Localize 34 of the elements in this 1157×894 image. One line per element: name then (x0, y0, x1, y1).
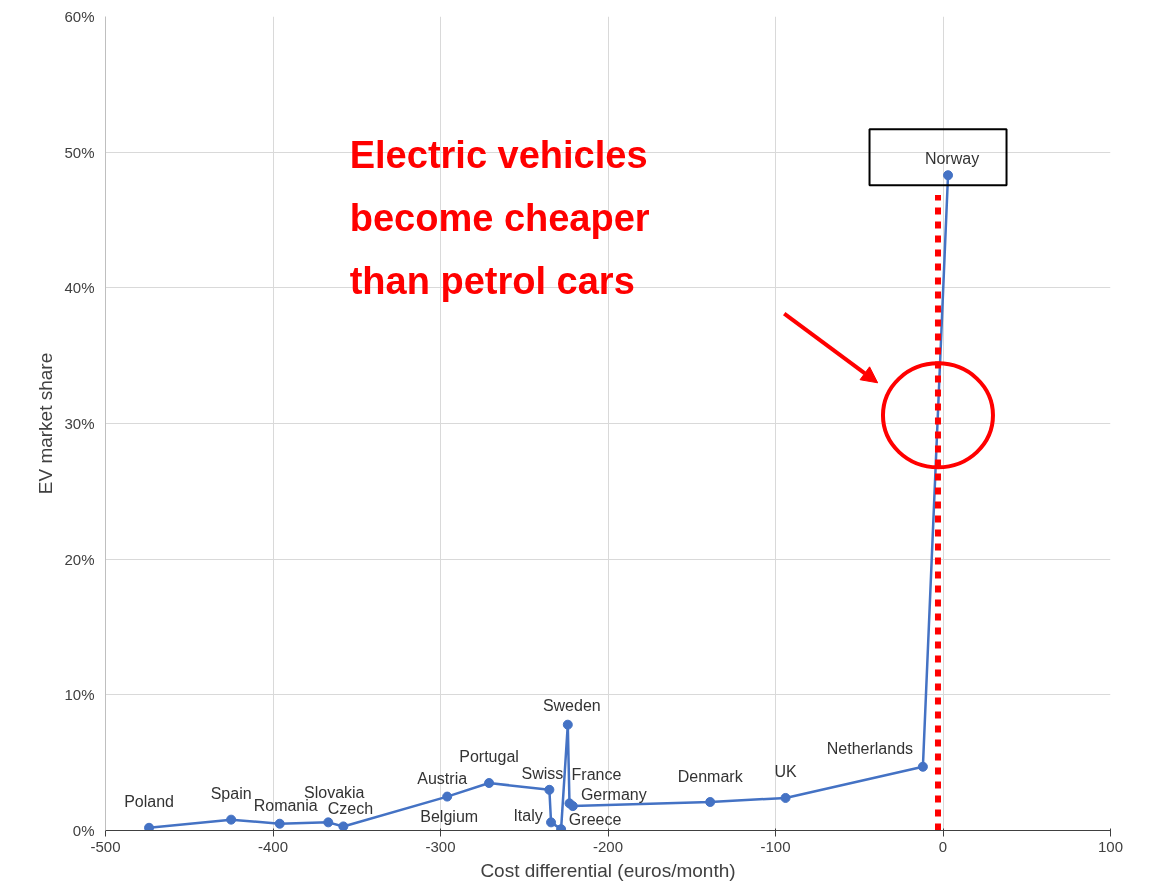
annotation: Czech (327, 799, 374, 817)
x-tick-label: -100 (760, 837, 791, 855)
annotation: UK (774, 763, 797, 781)
annotation: Denmark (677, 767, 744, 785)
x-tick-label: -300 (425, 837, 456, 855)
y-axis-title: EV market share (35, 352, 57, 495)
annotation: Romania (253, 797, 318, 815)
annotation: Austria (417, 770, 468, 788)
x-tick-label: 0 (938, 837, 948, 855)
y-tick-label: 40% (64, 279, 95, 297)
annotation: Spain (210, 785, 252, 803)
annotation: Portugal (459, 747, 519, 765)
annotation: Poland (124, 793, 174, 811)
y-tick-label: 30% (64, 415, 95, 432)
y-tick-label: 50% (64, 143, 95, 161)
x-tick-label: -500 (90, 837, 121, 855)
x-axis-title: Cost differential (euros/month) (480, 859, 736, 881)
annotation: Norway (924, 149, 980, 167)
annotation: Swiss (521, 765, 564, 783)
annotation: Sweden (542, 697, 601, 715)
annotation: France (571, 765, 622, 783)
y-tick-label: 60% (64, 8, 95, 25)
annotation: Italy (513, 806, 543, 824)
x-tick-label: -400 (257, 837, 289, 855)
annotation: Germany (580, 785, 647, 803)
annotation: Electric vehicles become cheaper than petrol cars (349, 134, 650, 303)
x-tick-label: -200 (592, 837, 624, 855)
y-tick-label: 0% (72, 822, 95, 839)
annotation: Netherlands (826, 740, 914, 758)
y-tick-label: 20% (64, 550, 95, 568)
annotation: Belgium (420, 808, 479, 826)
y-tick-label: 10% (64, 686, 95, 704)
annotation: Greece (568, 810, 622, 828)
x-tick-label: 100 (1097, 837, 1124, 855)
